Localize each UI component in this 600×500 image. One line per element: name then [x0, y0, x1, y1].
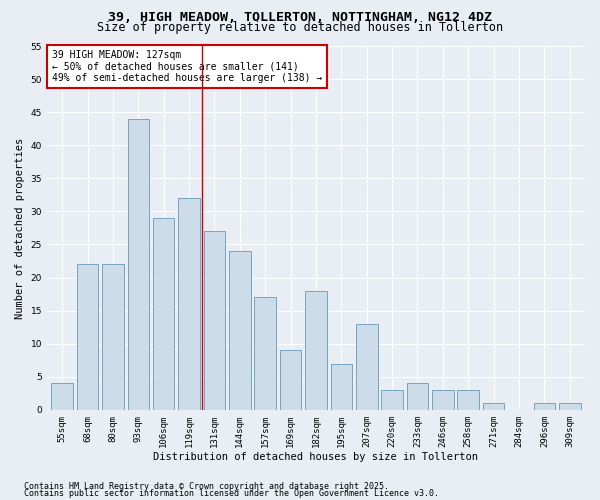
Bar	[407, 384, 428, 410]
Bar	[331, 364, 352, 410]
Bar	[457, 390, 479, 410]
Bar	[52, 384, 73, 410]
Bar	[254, 298, 276, 410]
Text: 39, HIGH MEADOW, TOLLERTON, NOTTINGHAM, NG12 4DZ: 39, HIGH MEADOW, TOLLERTON, NOTTINGHAM, …	[108, 11, 492, 24]
Bar	[356, 324, 377, 410]
Bar	[533, 403, 555, 410]
Bar	[128, 119, 149, 410]
Bar	[280, 350, 301, 410]
Bar	[305, 291, 327, 410]
Y-axis label: Number of detached properties: Number of detached properties	[15, 138, 25, 318]
Bar	[432, 390, 454, 410]
Bar	[153, 218, 175, 410]
Bar	[229, 251, 251, 410]
Bar	[559, 403, 581, 410]
Bar	[483, 403, 505, 410]
Text: 39 HIGH MEADOW: 127sqm
← 50% of detached houses are smaller (141)
49% of semi-de: 39 HIGH MEADOW: 127sqm ← 50% of detached…	[52, 50, 323, 83]
Bar	[178, 198, 200, 410]
Bar	[203, 231, 225, 410]
Bar	[382, 390, 403, 410]
X-axis label: Distribution of detached houses by size in Tollerton: Distribution of detached houses by size …	[154, 452, 478, 462]
Bar	[102, 264, 124, 410]
Text: Size of property relative to detached houses in Tollerton: Size of property relative to detached ho…	[97, 21, 503, 34]
Text: Contains public sector information licensed under the Open Government Licence v3: Contains public sector information licen…	[24, 489, 439, 498]
Text: Contains HM Land Registry data © Crown copyright and database right 2025.: Contains HM Land Registry data © Crown c…	[24, 482, 389, 491]
Bar	[77, 264, 98, 410]
